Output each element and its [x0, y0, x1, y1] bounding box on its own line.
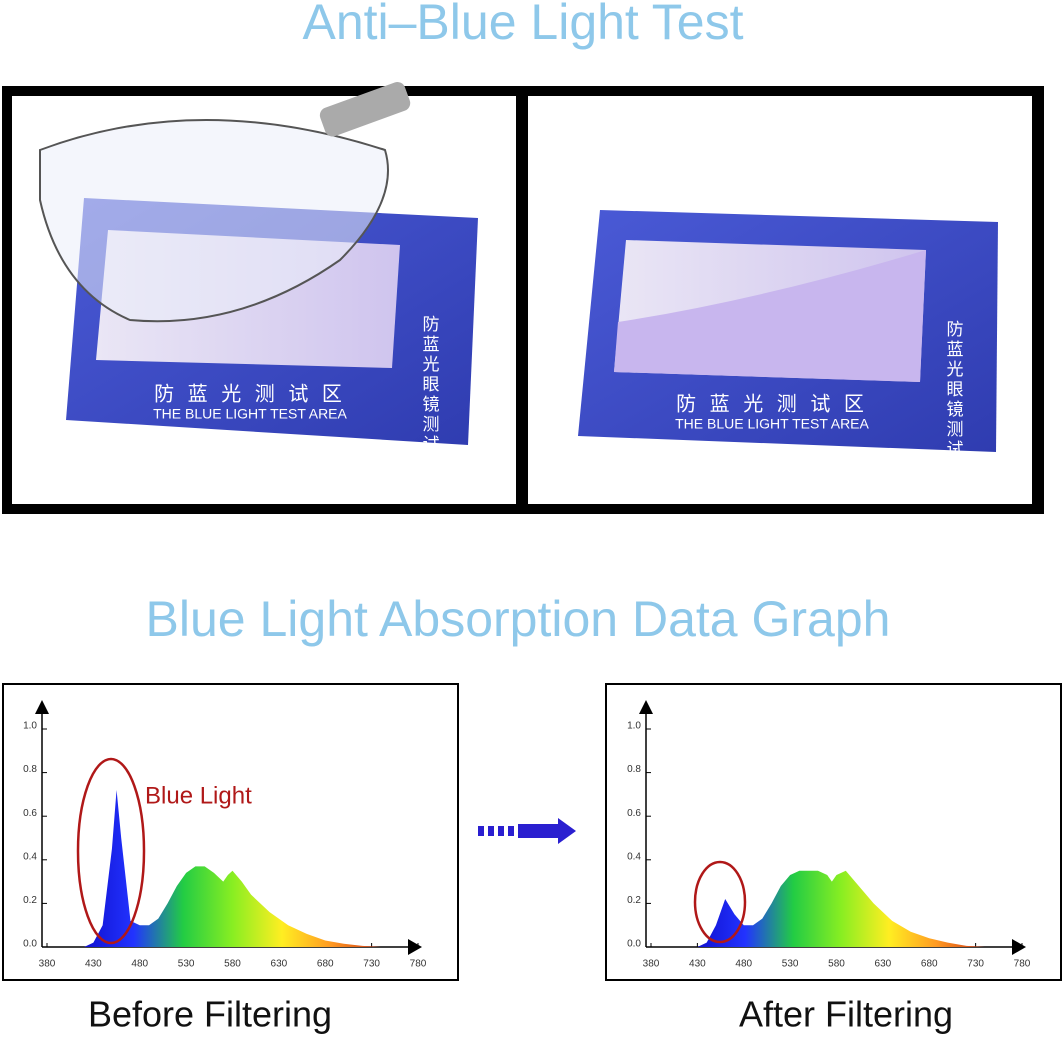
- card-cn: 防 蓝 光 测 试 区: [154, 382, 346, 405]
- y-tick-label: 0.6: [23, 808, 37, 819]
- y-tick-label: 0.2: [627, 895, 641, 906]
- y-tick-label: 0.2: [23, 895, 37, 906]
- highlight: [76, 757, 146, 945]
- y-tick-label: 1.0: [23, 721, 37, 732]
- x-tick-label: 480: [131, 959, 148, 970]
- highlight: [693, 860, 747, 944]
- x-tick-label: 480: [735, 959, 752, 970]
- y-tick-label: 0.4: [627, 851, 641, 862]
- title: Anti–Blue Light Test: [302, 0, 743, 50]
- x-tick-label: 730: [967, 959, 984, 970]
- card-right: 防蓝光眼镜测试 防 蓝 光 测 试 区 THE BLUE LIGHT TEST …: [578, 210, 998, 460]
- y-arrow: [35, 700, 49, 714]
- y-tick-label: 0.0: [23, 939, 37, 950]
- x-tick-label: 630: [271, 959, 288, 970]
- x-tick-label: 780: [1014, 959, 1031, 970]
- y-arrow: [639, 700, 653, 714]
- card-vertical: 防蓝光眼镜测试: [420, 315, 440, 455]
- x-tick-label: 680: [921, 959, 938, 970]
- y-tick-label: 0.8: [23, 764, 37, 775]
- card-en: THE BLUE LIGHT TEST AREA: [153, 406, 347, 422]
- x-tick-label: 780: [410, 959, 427, 970]
- x-arrow: [408, 939, 422, 955]
- y-tick-label: 1.0: [627, 721, 641, 732]
- spectrum-area: [84, 790, 381, 947]
- card-left: 防蓝光眼镜测试 防 蓝 光 测 试 区 THE BLUE LIGHT TEST …: [39, 81, 478, 455]
- x-tick-label: 380: [39, 959, 56, 970]
- x-tick-label: 630: [875, 959, 892, 970]
- x-tick-label: 580: [828, 959, 845, 970]
- y-tick-label: 0.0: [627, 939, 641, 950]
- card-cn: 防 蓝 光 测 试 区: [676, 392, 868, 415]
- x-tick-label: 380: [643, 959, 660, 970]
- card-en: THE BLUE LIGHT TEST AREA: [675, 416, 869, 432]
- x-tick-label: 530: [178, 959, 195, 970]
- x-tick-label: 580: [224, 959, 241, 970]
- y-tick-label: 0.6: [627, 808, 641, 819]
- caption: Before Filtering: [88, 994, 332, 1035]
- x-tick-label: 430: [689, 959, 706, 970]
- y-tick-label: 0.8: [627, 764, 641, 775]
- spectrum-area: [697, 870, 985, 947]
- annotation: Blue Light: [145, 782, 252, 809]
- x-tick-label: 530: [782, 959, 799, 970]
- x-tick-label: 730: [363, 959, 380, 970]
- graph-title: Blue Light Absorption Data Graph: [146, 591, 891, 647]
- card-vertical: 防蓝光眼镜测试: [944, 320, 964, 460]
- x-tick-label: 430: [85, 959, 102, 970]
- arrow: [478, 818, 576, 844]
- caption: After Filtering: [739, 994, 953, 1035]
- y-tick-label: 0.4: [23, 851, 37, 862]
- x-arrow: [1012, 939, 1026, 955]
- x-tick-label: 680: [317, 959, 334, 970]
